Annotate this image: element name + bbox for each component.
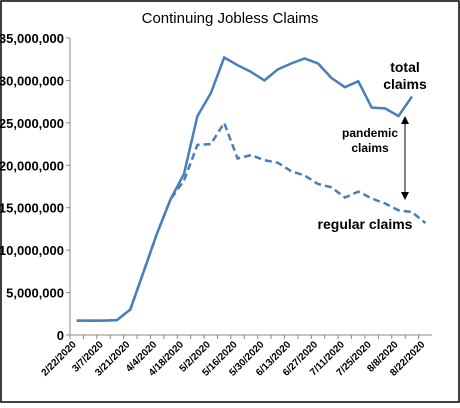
series-label: regular claims: [318, 216, 413, 232]
y-tick-label: 10,000,000: [0, 243, 64, 258]
y-tick-label: 25,000,000: [0, 116, 64, 131]
series-line: [76, 120, 427, 322]
chart-title: Continuing Jobless Claims: [142, 10, 319, 27]
y-tick-label: 30,000,000: [0, 73, 64, 88]
series-line: [76, 55, 413, 322]
y-tick-label: 15,000,000: [0, 201, 64, 216]
y-tick-label: 35,000,000: [0, 31, 64, 46]
series-label: total claims: [383, 59, 427, 92]
y-tick-label: 5,000,000: [6, 286, 64, 301]
arrow-head: [401, 192, 409, 200]
annotation: claims: [351, 141, 389, 155]
annotation: pandemic: [342, 126, 398, 140]
y-tick-label: 20,000,000: [0, 158, 64, 173]
y-tick-label: 0: [57, 328, 64, 343]
arrow-head: [401, 116, 409, 124]
